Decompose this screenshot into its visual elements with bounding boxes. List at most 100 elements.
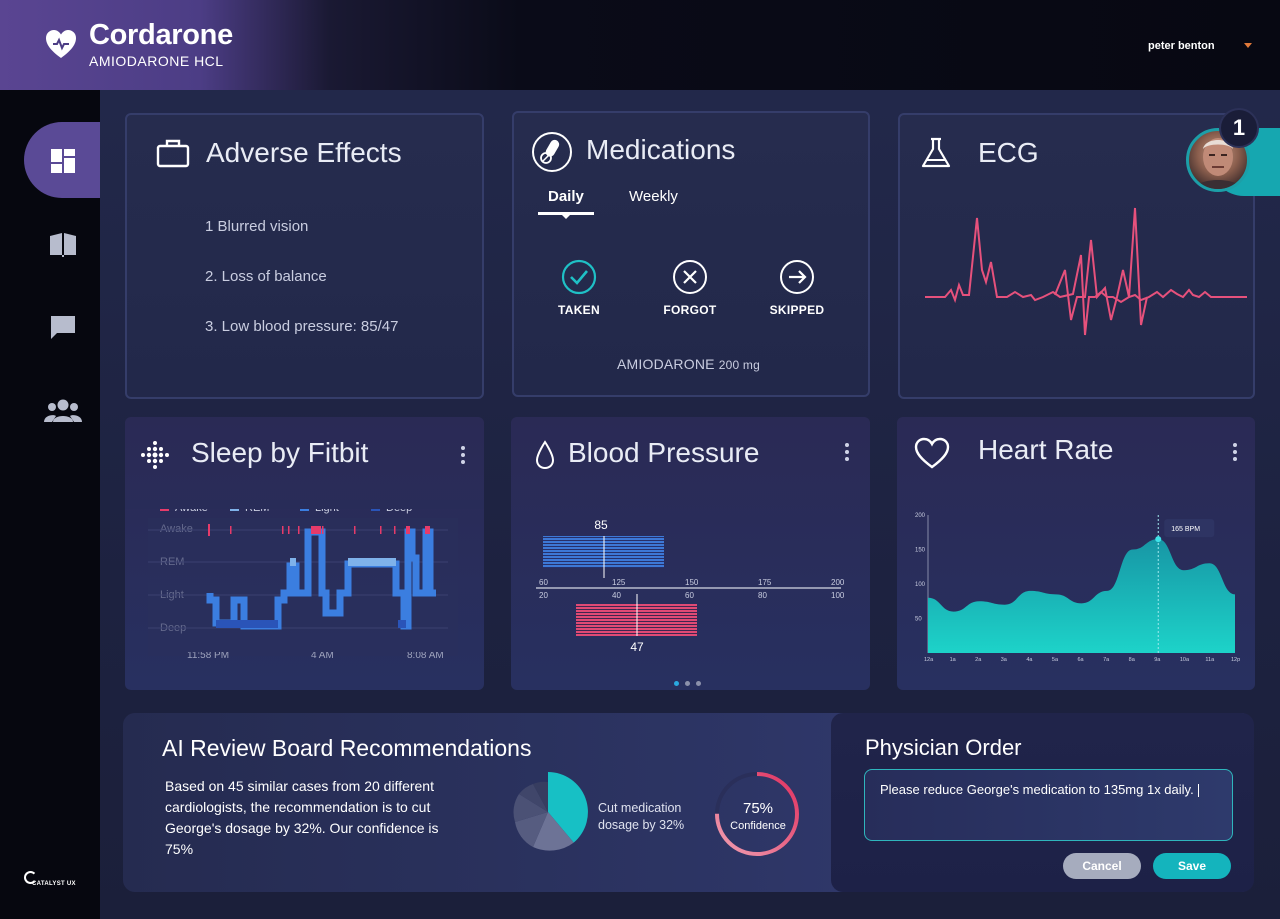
check-circle-icon	[561, 259, 597, 295]
y-tick-label: 150	[915, 548, 926, 554]
pie-caption-line: Cut medication	[598, 801, 682, 815]
taken-label: TAKEN	[558, 303, 600, 317]
y-tick-label: 100	[915, 582, 926, 588]
ai-review-body: Based on 45 similar cases from 20 differ…	[165, 778, 439, 857]
tab-daily[interactable]: Daily	[548, 188, 584, 205]
x-tick-label: 8a	[1129, 657, 1136, 663]
briefcase-icon	[156, 139, 190, 168]
sidebar	[0, 90, 100, 919]
physician-order-input[interactable]: Please reduce George's medication to 135…	[864, 769, 1233, 841]
chevron-down-icon[interactable]	[1244, 43, 1252, 48]
drug-name: AMIODARONE	[617, 356, 715, 372]
pie-slice	[513, 794, 548, 822]
adverse-effect-item: 2. Loss of balance	[205, 268, 327, 285]
heart-icon	[914, 437, 950, 469]
sleep-time-axis: 11:58 PM 4 AM 8:08 AM	[125, 652, 484, 664]
x-tick-label: 11a	[1205, 657, 1215, 663]
y-tick-label: 50	[915, 617, 922, 623]
footer-logo-text: CATALYST UX	[32, 881, 76, 887]
text-cursor	[1197, 784, 1199, 798]
x-tick-label: 7a	[1103, 657, 1110, 663]
medication-name: AMIODARONE 200 mg	[617, 356, 760, 372]
save-button[interactable]: Save	[1153, 853, 1231, 879]
bp-scale-label: 125	[612, 578, 626, 587]
pie-caption: Cut medication dosage by 32%	[598, 800, 684, 834]
forgot-label: FORGOT	[663, 303, 717, 317]
taken-button[interactable]: TAKEN	[539, 259, 619, 317]
x-tick-label: 6a	[1078, 657, 1085, 663]
heart-rate-tooltip-text: 165 BPM	[1171, 526, 1200, 533]
x-tick-label: 1a	[950, 657, 957, 663]
blood-pressure-title: Blood Pressure	[568, 437, 760, 468]
bp-scale-label: 150	[685, 578, 699, 587]
pie-slice-cut	[548, 772, 588, 843]
notification-badge[interactable]: 1	[1219, 108, 1259, 148]
people-icon[interactable]	[44, 396, 82, 426]
physician-order-text: Please reduce George's medication to 135…	[880, 782, 1194, 797]
arrow-right-circle-icon	[780, 260, 814, 294]
heart-rate-more-icon[interactable]	[1233, 443, 1237, 461]
x-tick-label: 2a	[975, 657, 982, 663]
medications-card	[512, 111, 870, 397]
systolic-value: 85	[594, 518, 608, 532]
confidence-arc	[715, 772, 799, 856]
catalyst-ring-icon	[24, 871, 37, 884]
recommendation-pie-chart	[513, 772, 588, 851]
ai-review-title: AI Review Board Recommendations	[162, 735, 532, 761]
cancel-button[interactable]: Cancel	[1063, 853, 1141, 879]
heart-rate-peak-point	[1155, 536, 1162, 543]
sleep-title: Sleep by Fitbit	[191, 437, 369, 468]
user-menu[interactable]: peter benton	[1148, 40, 1215, 52]
heart-rate-chart: 200 150 100 50 12a 1a 2a 3a 4a 5a 6a 7a 8a 9a 10a 11a 1…	[915, 513, 1240, 663]
sleep-hypnogram	[148, 518, 458, 656]
sleep-time-label: 11:58 PM	[187, 652, 230, 661]
x-tick-label: 4a	[1026, 657, 1033, 663]
bp-scale-label: 60	[539, 578, 548, 587]
x-tick-label: 3a	[1001, 657, 1008, 663]
tab-indicator	[538, 212, 594, 215]
forgot-button[interactable]: FORGOT	[650, 259, 730, 317]
medications-title: Medications	[586, 134, 736, 165]
adverse-effect-item: 1 Blurred vision	[205, 218, 309, 235]
drop-icon	[535, 440, 555, 470]
legend-mask	[125, 500, 484, 509]
dashboard-icon[interactable]	[48, 146, 78, 176]
bp-scale-label: 175	[758, 578, 772, 587]
adverse-effects-card	[125, 113, 484, 399]
pie-slice	[533, 812, 574, 851]
bp-scale-label: 20	[539, 591, 548, 600]
skipped-button[interactable]: SKIPPED	[757, 259, 837, 317]
page-dot[interactable]	[696, 681, 701, 686]
pie-slice	[533, 781, 548, 812]
y-tick-label: 200	[915, 513, 926, 519]
bp-scale-label: 40	[612, 591, 621, 600]
x-circle-icon	[673, 260, 707, 294]
adverse-effect-item: 3. Low blood pressure: 85/47	[205, 318, 399, 335]
app-header: Cordarone AMIODARONE HCL peter benton	[0, 0, 1280, 90]
page-dot[interactable]	[685, 681, 690, 686]
flask-icon	[921, 137, 951, 168]
heart-rate-area	[928, 539, 1235, 653]
bp-scale-label: 60	[685, 591, 694, 600]
chat-icon[interactable]	[48, 312, 78, 342]
heart-logo-icon	[46, 30, 76, 58]
bp-pagination[interactable]	[674, 673, 707, 691]
x-tick-label: 10a	[1180, 657, 1190, 663]
fitbit-icon	[141, 441, 169, 469]
confidence-value: 75%	[742, 800, 774, 817]
ecg-waveform	[925, 207, 1247, 336]
pie-caption-line: dosage by 32%	[598, 818, 685, 832]
heart-rate-title: Heart Rate	[978, 434, 1114, 465]
page-dot[interactable]	[674, 681, 679, 686]
x-tick-label: 12a	[924, 657, 934, 663]
pie-slice	[519, 784, 548, 812]
blood-pressure-more-icon[interactable]	[845, 443, 849, 461]
bp-scale-label: 200	[831, 578, 845, 587]
book-icon[interactable]	[48, 229, 78, 259]
drug-dose: 200 mg	[718, 358, 761, 372]
app-title: Cordarone	[89, 19, 233, 51]
pills-icon	[532, 132, 572, 172]
tab-weekly[interactable]: Weekly	[629, 188, 678, 205]
tab-indicator-notch	[561, 214, 571, 219]
sleep-more-icon[interactable]	[461, 446, 465, 464]
